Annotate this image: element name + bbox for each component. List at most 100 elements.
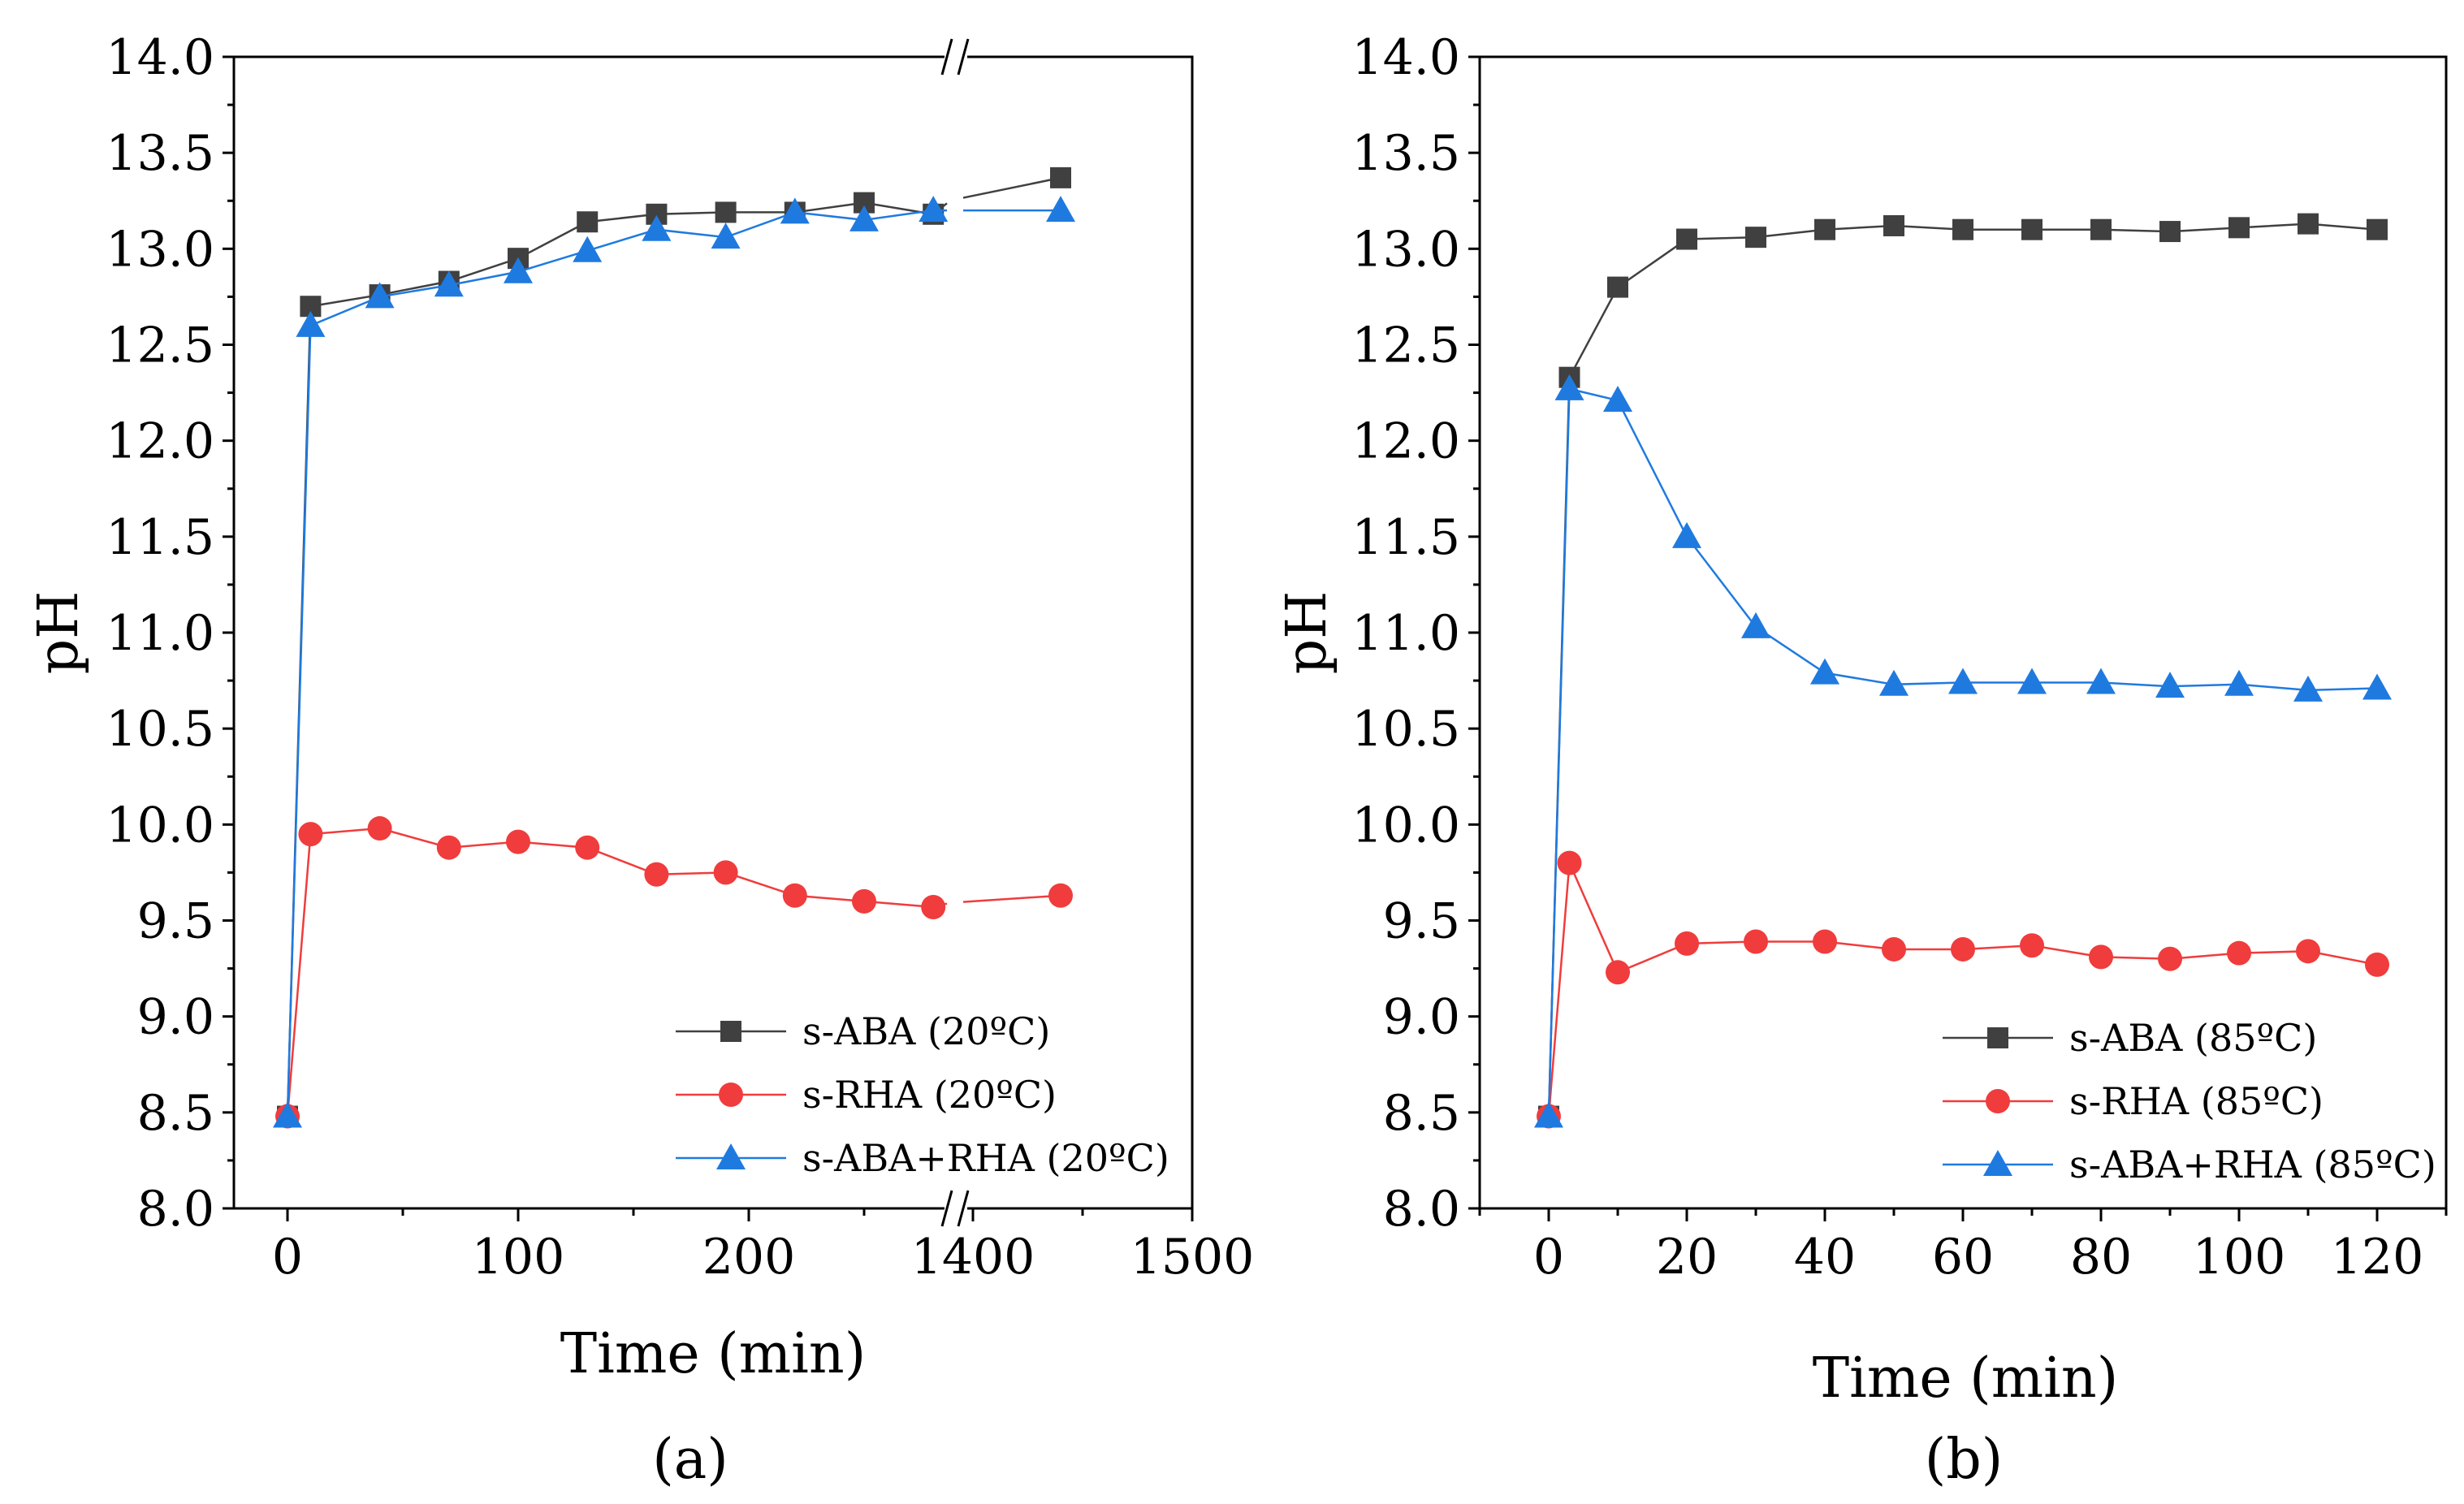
panel-b-line-1: [1547, 223, 2378, 1117]
panel-a-point-3: [434, 270, 464, 297]
panel-a-legend-label: s-ABA (20ºC): [802, 1009, 1050, 1053]
panel-b-point-1: [1883, 214, 1904, 236]
panel-b-legend-label: s-ABA (85ºC): [2069, 1016, 2317, 1060]
panel-b-legend-marker: [1987, 1027, 2008, 1048]
panel-a-point-2: [575, 835, 600, 860]
panel-a-line-1-after-break: [962, 176, 1061, 199]
panel-a-x-tick-label: 0: [272, 1229, 303, 1286]
panel-a-y-tick-label: 12.0: [106, 413, 214, 470]
panel-b-y-tick-label: 11.0: [1351, 605, 1460, 662]
panel-b-point-3: [2086, 668, 2116, 694]
panel-b-y-tick-label: 13.5: [1351, 125, 1460, 182]
panel-b-point-2: [1882, 936, 1906, 962]
panel-b-y-tick-label: 10.5: [1351, 701, 1460, 758]
panel-a-point-3: [273, 1101, 302, 1128]
panel-a-series: [273, 166, 1075, 1129]
panel-a-legend-marker: [719, 1083, 743, 1107]
panel-b-x-tick-label: 120: [2331, 1229, 2424, 1286]
panel-b-y-tick-label: 9.5: [1383, 893, 1460, 950]
panel-a-legend-label: s-ABA+RHA (20ºC): [802, 1136, 1169, 1180]
panel-b-point-1: [2021, 218, 2043, 240]
panel-b-point-1: [1676, 228, 1697, 250]
panel-a-break-slash: [957, 1190, 970, 1227]
panel-a-y-tick-label: 9.0: [137, 989, 214, 1046]
panel-b-point-2: [2020, 933, 2044, 958]
panel-b-y-tick-label: 8.5: [1383, 1085, 1460, 1142]
panel-a-legend-marker: [716, 1143, 746, 1169]
panel-b-point-2: [2089, 944, 2113, 970]
panel-b-x-tick-label: 80: [2070, 1229, 2132, 1286]
panel-b-y-axis: 8.0 8.5 9.0 9.5 10.0 10.5 11.0 11.5 12.0 12.5 13.0…: [1351, 29, 1480, 1238]
panel-a-x-tick-label: 1400: [911, 1229, 1035, 1286]
panel-b-point-2: [2158, 946, 2182, 971]
panel-b-point-2: [1557, 850, 1582, 875]
panel-a-y-axis-title: pH: [27, 591, 91, 675]
panel-b-line-2: [1547, 862, 2378, 1117]
panel-b-point-2: [1606, 960, 1630, 985]
panel-a-point-3: [573, 236, 603, 262]
panel-b-y-tick-label: 12.0: [1351, 413, 1460, 470]
panel-a-x-axis-title: Time (min): [560, 1322, 867, 1386]
panel-a-x-tick-label: 1500: [1130, 1229, 1255, 1286]
panel-b-y-tick-label: 13.0: [1351, 221, 1460, 278]
panel-b-point-1: [2298, 213, 2319, 235]
panel-b-y-tick-label: 12.5: [1351, 318, 1460, 374]
panel-a-y-tick-label: 12.5: [106, 318, 214, 374]
panel-b-y-tick-label: 11.5: [1351, 509, 1460, 566]
panel-a-point-3: [296, 310, 326, 337]
panel-a-legend-label: s-RHA (20ºC): [802, 1073, 1057, 1117]
panel-a-point-2: [782, 883, 807, 908]
panel-a-y-axis: 8.0 8.5 9.0 9.5 10.0 10.5 11.0 11.5 12.0 12.5 13.0…: [106, 29, 234, 1238]
panel-a-y-tick-label: 11.5: [106, 509, 214, 566]
panel-b-point-3: [1672, 521, 1701, 548]
panel-a-label: (a): [652, 1428, 728, 1492]
panel-b-legend-marker: [1983, 1150, 2012, 1176]
panel-a-point-3: [642, 214, 672, 241]
panel-a-point-2: [367, 816, 392, 841]
panel-b-y-tick-label: 10.0: [1351, 797, 1460, 854]
panel-a-point-2: [436, 835, 461, 860]
panel-a-point-3: [504, 257, 533, 283]
panel-b-point-1: [1745, 227, 1766, 249]
panel-b-y-axis-title: pH: [1275, 591, 1339, 675]
panel-a-y-tick-label: 13.0: [106, 221, 214, 278]
panel-a-point-2: [644, 862, 669, 887]
panel-b-point-1: [2159, 221, 2181, 243]
panel-b-point-2: [2227, 940, 2251, 966]
panel-a-line-1: [286, 201, 948, 1117]
panel-b-point-2: [2365, 952, 2389, 977]
panel-a-point-2: [298, 822, 323, 847]
panel-a-y-tick-label: 10.5: [106, 701, 214, 758]
panel-a-break-slash: [957, 38, 970, 76]
panel-a-line-2-after-break: [962, 894, 1061, 903]
panel-a-x-tick-label: 200: [702, 1229, 796, 1286]
panel-a-point-3: [1046, 196, 1075, 223]
panel-b-point-2: [1744, 929, 1768, 954]
panel-b-point-3: [1603, 386, 1632, 413]
panel-a-point-1: [715, 201, 737, 223]
panel-b-chart: 8.0 8.5 9.0 9.5 10.0 10.5 11.0 11.5 12.0 12.5 13.0…: [1275, 29, 2448, 1492]
panel-b-point-1: [1814, 218, 1835, 240]
panel-b-point-1: [2228, 217, 2250, 239]
panel-a-break-slash: [940, 38, 953, 76]
panel-b-point-2: [1951, 936, 1975, 962]
panel-a-point-3: [919, 196, 949, 223]
panel-a-x-axis: 0 100 200 1400 1500: [272, 1208, 1254, 1286]
panel-a-y-tick-label: 10.0: [106, 797, 214, 854]
panel-b-point-3: [1879, 669, 1909, 696]
panel-b-x-tick-label: 0: [1533, 1229, 1564, 1286]
panel-a-break-slash: [940, 1190, 953, 1227]
panel-b-x-tick-label: 60: [1932, 1229, 1994, 1286]
panel-b-point-2: [2296, 939, 2320, 964]
panel-a-y-tick-label: 8.5: [137, 1085, 214, 1142]
panel-b-point-3: [1554, 374, 1584, 400]
panel-b-x-axis-title: Time (min): [1813, 1346, 2119, 1411]
panel-a-x-tick-label: 100: [472, 1229, 565, 1286]
panel-b-point-1: [2367, 218, 2388, 240]
panel-a-axis-break: [940, 38, 970, 1227]
panel-a-point-1: [1050, 166, 1071, 188]
panel-b-line-3: [1547, 387, 2378, 1117]
panel-a-y-tick-label: 9.5: [137, 893, 214, 950]
panel-a-point-2: [1048, 883, 1073, 908]
